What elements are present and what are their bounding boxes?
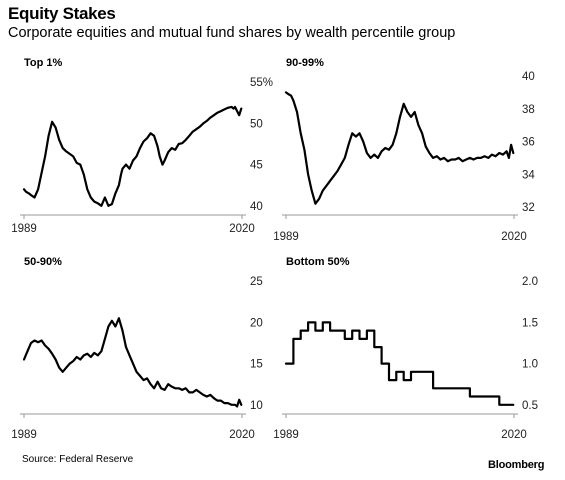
panel-title-bottom-50: Bottom 50%: [286, 256, 350, 268]
y-tick-label-50-90-1: 20: [250, 317, 263, 329]
x-tick-label-50-90-1: 2020: [229, 429, 255, 441]
y-tick-label-90-99-0: 40: [522, 71, 535, 83]
y-tick-label-90-99-1: 38: [522, 104, 535, 116]
series-line-90-99: [284, 91, 515, 205]
y-tick-label-top-1-2: 45: [250, 160, 263, 172]
x-tick-label-bottom-50-1: 2020: [501, 429, 527, 441]
chart-subtitle: Corporate equities and mutual fund share…: [8, 25, 456, 41]
y-tick-label-bottom-50-0: 2.0: [522, 276, 538, 288]
y-tick-label-top-1-1: 50: [250, 118, 263, 130]
panel-title-90-99: 90-99%: [286, 57, 324, 69]
y-tick-label-bottom-50-3: 0.5: [522, 400, 538, 412]
y-tick-label-bottom-50-1: 1.5: [522, 317, 538, 329]
x-tick-label-top-1-1: 2020: [229, 223, 255, 235]
x-tick-label-90-99-1: 2020: [501, 231, 527, 243]
panel-title-top-1: Top 1%: [24, 57, 63, 69]
series-line-50-90: [22, 317, 243, 408]
x-tick-label-top-1-0: 1989: [11, 223, 37, 235]
x-tick-label-50-90-0: 1989: [11, 429, 37, 441]
y-tick-label-top-1-0: 55%: [250, 77, 273, 89]
y-tick-label-50-90-3: 10: [250, 400, 263, 412]
y-tick-label-90-99-2: 36: [522, 137, 535, 149]
source-note: Source: Federal Reserve: [22, 454, 134, 465]
series-line-top-1: [22, 105, 243, 207]
y-tick-label-50-90-0: 25: [250, 276, 263, 288]
panel-title-50-90: 50-90%: [24, 256, 62, 268]
x-tick-label-bottom-50-0: 1989: [273, 429, 299, 441]
x-tick-label-90-99-0: 1989: [273, 231, 299, 243]
series-line-bottom-50: [284, 321, 515, 406]
y-tick-label-50-90-2: 15: [250, 359, 263, 371]
y-tick-label-top-1-3: 40: [250, 201, 263, 213]
y-tick-label-90-99-3: 34: [522, 169, 535, 181]
chart-title: Equity Stakes: [8, 4, 116, 23]
y-tick-label-bottom-50-2: 1.0: [522, 359, 538, 371]
y-tick-label-90-99-4: 32: [522, 202, 535, 214]
brand-logo: Bloomberg: [488, 459, 545, 471]
